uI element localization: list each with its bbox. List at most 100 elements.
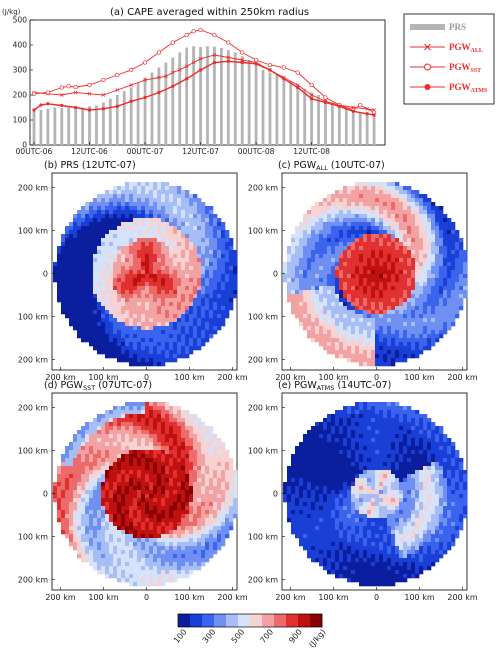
cape-cell — [383, 274, 388, 279]
cape-cell — [165, 250, 170, 255]
cape-cell — [439, 274, 444, 279]
cape-cell — [335, 334, 340, 339]
cape-cell — [189, 286, 194, 291]
cape-cell — [451, 242, 456, 247]
cape-cell — [391, 314, 396, 319]
cape-cell — [303, 246, 308, 251]
cape-cell — [323, 330, 328, 335]
cape-cell — [193, 518, 198, 523]
cape-cell — [185, 290, 190, 295]
cape-cell — [423, 346, 428, 351]
cape-cell — [145, 538, 150, 543]
cape-cell — [109, 342, 114, 347]
cape-cell — [463, 270, 468, 275]
cape-cell — [125, 350, 130, 355]
cape-cell — [331, 214, 336, 219]
cape-cell — [109, 490, 114, 495]
cape-cell — [161, 186, 166, 191]
cape-cell — [229, 482, 234, 487]
cape-cell — [197, 490, 202, 495]
cape-cell — [101, 462, 106, 467]
cape-cell — [339, 298, 344, 303]
cape-cell — [61, 250, 66, 255]
cape-cell — [81, 530, 86, 535]
cape-cell — [101, 442, 106, 447]
cape-cell — [205, 490, 210, 495]
cape-cell — [129, 518, 134, 523]
cape-cell — [169, 522, 174, 527]
cape-cell — [185, 522, 190, 527]
cape-cell — [73, 518, 78, 523]
cape-cell — [197, 346, 202, 351]
cape-cell — [423, 250, 428, 255]
x-tick-label: 12UTC-08 — [293, 147, 330, 156]
cape-cell — [201, 470, 206, 475]
cape-cell — [105, 302, 110, 307]
cape-cell — [407, 290, 412, 295]
cape-cell — [463, 266, 468, 271]
cape-cell — [347, 246, 352, 251]
cape-cell — [351, 254, 356, 259]
cape-cell — [383, 218, 388, 223]
cape-cell — [153, 526, 158, 531]
cape-cell — [121, 274, 126, 279]
cape-cell — [161, 298, 166, 303]
cape-cell — [327, 342, 332, 347]
cape-cell — [447, 250, 452, 255]
cape-cell — [419, 266, 424, 271]
cape-cell — [73, 278, 78, 283]
cape-cell — [165, 426, 170, 431]
cape-cell — [125, 234, 130, 239]
cape-cell — [161, 250, 166, 255]
cape-cell — [451, 286, 456, 291]
cape-cell — [117, 466, 122, 471]
cape-cell — [299, 278, 304, 283]
cape-cell — [157, 478, 162, 483]
cape-cell — [181, 326, 186, 331]
cape-cell — [73, 286, 78, 291]
cape-cell — [137, 182, 142, 187]
cape-cell — [197, 302, 202, 307]
cape-cell — [181, 278, 186, 283]
cape-cell — [411, 190, 416, 195]
cape-cell — [287, 250, 292, 255]
cape-cell — [141, 498, 146, 503]
cape-cell — [189, 462, 194, 467]
cape-cell — [105, 526, 110, 531]
cape-cell — [423, 234, 428, 239]
cape-cell — [153, 262, 158, 267]
cape-cell — [307, 318, 312, 323]
cape-cell — [157, 518, 162, 523]
cape-cell — [165, 258, 170, 263]
cape-cell — [399, 282, 404, 287]
prs-bar — [289, 81, 293, 145]
cape-cell — [85, 258, 90, 263]
cape-cell — [125, 494, 130, 499]
cape-cell — [133, 270, 138, 275]
cape-cell — [371, 266, 376, 271]
cape-cell — [233, 282, 238, 287]
cape-cell — [233, 482, 238, 487]
map-x-tick-label: 0 — [374, 373, 379, 382]
cape-cell — [403, 306, 408, 311]
cape-cell — [137, 302, 142, 307]
cape-cell — [125, 262, 130, 267]
cape-cell — [141, 314, 146, 319]
cape-cell — [307, 262, 312, 267]
cape-cell — [327, 302, 332, 307]
pgw-atms-marker — [157, 90, 161, 95]
cape-cell — [443, 242, 448, 247]
cape-cell — [213, 510, 218, 515]
cape-cell — [443, 246, 448, 251]
cape-cell — [391, 182, 396, 187]
cape-cell — [129, 414, 134, 419]
cape-cell — [205, 482, 210, 487]
cape-cell — [177, 530, 182, 535]
cape-cell — [403, 266, 408, 271]
cape-cell — [367, 362, 372, 367]
cape-cell — [225, 518, 230, 523]
cape-cell — [193, 330, 198, 335]
cape-cell — [137, 430, 142, 435]
cape-cell — [117, 534, 122, 539]
cape-cell — [407, 314, 412, 319]
